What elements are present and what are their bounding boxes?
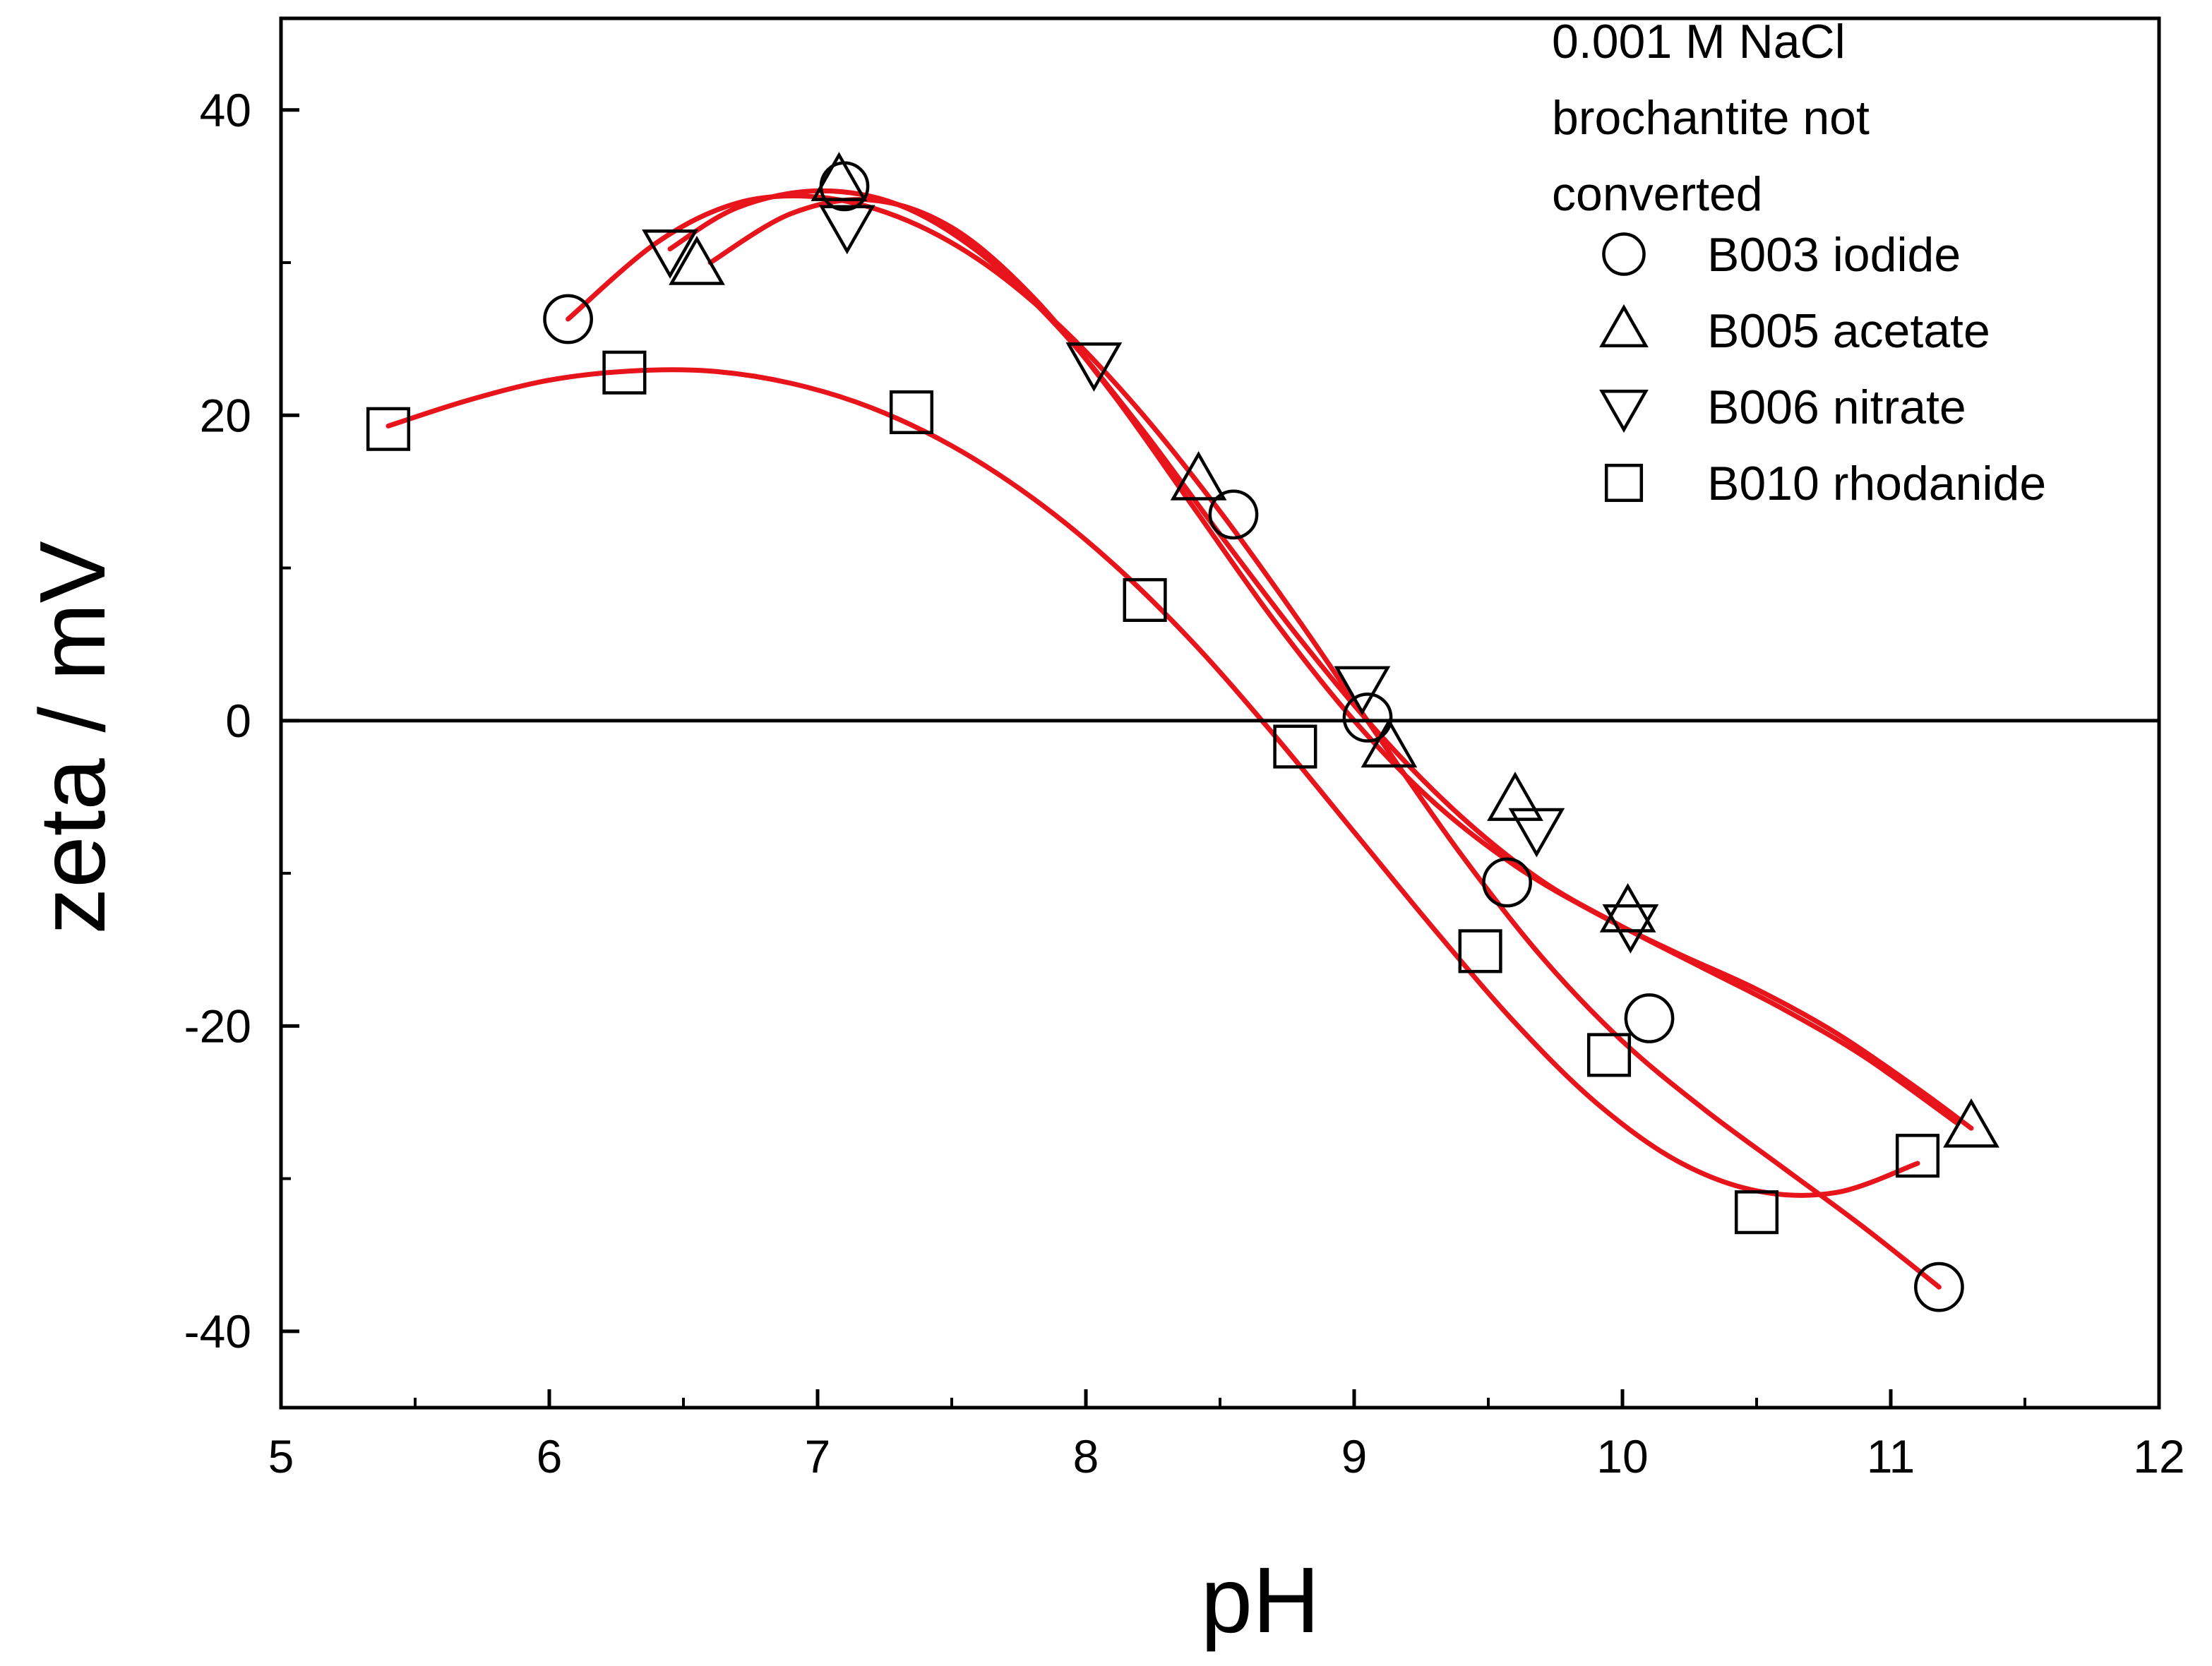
data-point <box>1208 489 1259 540</box>
data-point <box>811 152 868 201</box>
legend-label: B003 iodide <box>1707 228 1961 282</box>
data-point <box>1602 904 1659 954</box>
fit-curve <box>667 188 1961 1127</box>
data-point <box>1458 929 1502 973</box>
data-point <box>1624 993 1675 1043</box>
fit-curve <box>707 197 1974 1131</box>
legend-header-line: 0.001 M NaCl <box>1552 15 1846 68</box>
data-markers <box>366 152 1999 1312</box>
data-point <box>1123 577 1167 623</box>
legend-label: B005 acetate <box>1707 304 1990 358</box>
legend-header-line: converted <box>1552 167 1763 221</box>
y-tick-label: -40 <box>184 1305 251 1358</box>
x-tick-label: 11 <box>1867 1430 1915 1482</box>
data-point <box>1273 724 1317 769</box>
data-point <box>1482 857 1532 908</box>
legend-label: B010 rhodanide <box>1707 457 2046 510</box>
x-tick-label: 7 <box>805 1430 831 1482</box>
x-tick-label: 10 <box>1596 1430 1648 1482</box>
data-point <box>1334 666 1391 716</box>
data-point <box>1508 808 1565 858</box>
legend-marker <box>1602 232 1646 276</box>
legend-marker <box>1599 304 1649 347</box>
data-point <box>1170 450 1227 501</box>
x-tick-label: 9 <box>1341 1430 1368 1482</box>
y-tick-label: 0 <box>225 695 251 747</box>
y-tick-label: 20 <box>200 389 251 441</box>
y-tick-label: 40 <box>200 84 251 136</box>
fit-curve <box>566 193 1942 1290</box>
x-axis-title: pH <box>1201 1548 1320 1652</box>
legend-marker <box>1599 390 1649 433</box>
data-point <box>1361 718 1418 768</box>
legend-label: B006 nitrate <box>1707 380 1966 434</box>
y-tick-label: -20 <box>184 1000 251 1052</box>
x-tick-label: 12 <box>2133 1430 2184 1482</box>
y-tick-labels: -40 -20 0 20 40 <box>184 84 251 1358</box>
axis-ticks <box>279 108 2161 1408</box>
fit-curves <box>385 188 1974 1290</box>
data-point <box>366 407 411 451</box>
data-point <box>642 229 698 279</box>
legend-entries: B003 iodide B005 acetate B006 nitrate B010 … <box>1599 228 2046 510</box>
data-point <box>602 350 647 395</box>
legend-marker <box>1604 463 1644 503</box>
x-tick-labels: 5 6 7 8 9 10 11 12 <box>268 1430 2185 1482</box>
legend-header-line: brochantite not <box>1552 91 1870 145</box>
x-tick-label: 5 <box>268 1430 294 1482</box>
x-tick-label: 8 <box>1073 1430 1099 1482</box>
data-point <box>1586 1033 1632 1077</box>
data-point <box>1342 693 1393 743</box>
data-point <box>669 236 725 285</box>
x-tick-label: 6 <box>537 1430 563 1482</box>
data-point <box>1734 1190 1779 1235</box>
data-point <box>1943 1098 1999 1148</box>
y-axis-title: zeta / mV <box>20 541 124 935</box>
data-point <box>543 294 593 344</box>
data-point <box>1065 342 1123 392</box>
data-point <box>1914 1262 1964 1312</box>
fit-curve <box>385 367 1920 1198</box>
legend: 0.001 M NaCl brochantite not converted B… <box>1552 15 2046 510</box>
data-point <box>818 205 875 255</box>
data-point <box>889 390 934 435</box>
data-point <box>1599 882 1656 933</box>
data-point <box>1895 1134 1940 1178</box>
